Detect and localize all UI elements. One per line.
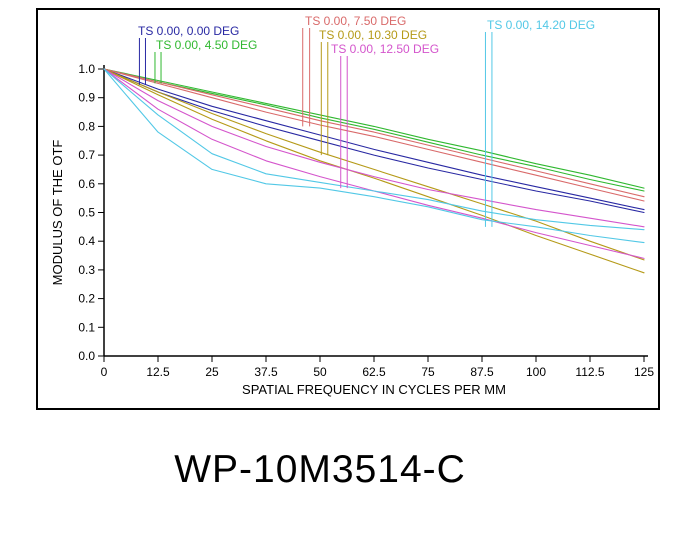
x-axis-title: SPATIAL FREQUENCY IN CYCLES PER MM [242,382,506,397]
y-tick-label: 0.7 [78,148,95,162]
legend-label: TS 0.00, 7.50 DEG [305,14,406,28]
y-tick-label: 0.0 [78,349,95,363]
x-tick-label: 0 [101,365,108,379]
mtf-chart: 0.0 0.1 0.2 0.3 0.4 0.5 0.6 0.7 0.8 0.9 1.0 0 12.5 25… [50,14,654,397]
series-line [103,68,645,198]
x-tick-label: 75 [421,365,435,379]
y-tick-label: 0.1 [78,320,95,334]
drawing-title: WP-10M3514-C [174,448,466,491]
x-tick-label: 62.5 [362,365,386,379]
y-tick-label: 0.4 [78,234,95,248]
legend-label: TS 0.00, 4.50 DEG [156,38,257,52]
x-tick-label: 37.5 [254,365,278,379]
y-tick-label: 1.0 [78,62,95,76]
series-line [103,68,645,231]
y-tick-label: 0.2 [78,292,95,306]
legend-label: TS 0.00, 14.20 DEG [487,18,595,32]
x-tick-label: 112.5 [575,365,604,379]
series-line [103,68,645,228]
x-tick-label: 50 [313,365,327,379]
y-tick-label: 0.5 [78,206,95,220]
x-tick-label: 125 [634,365,654,379]
x-tick-label: 12.5 [146,365,170,379]
chart-frame: 0.0 0.1 0.2 0.3 0.4 0.5 0.6 0.7 0.8 0.9 1.0 0 12.5 25… [36,8,660,410]
series-line [103,68,645,244]
y-axis-title: MODULUS OF THE OTF [50,140,65,286]
series-line [103,68,645,189]
legend-label: TS 0.00, 12.50 DEG [331,42,439,56]
y-tick-label: 0.3 [78,263,95,277]
series-line [103,68,645,274]
series-line [103,68,645,214]
series-line [103,68,645,261]
y-tick-label: 0.9 [78,91,95,105]
y-tick-label: 0.6 [78,177,95,191]
legend-label: TS 0.00, 10.30 DEG [319,28,427,42]
series-line [103,68,645,192]
x-tick-label: 25 [205,365,219,379]
x-tick-label: 87.5 [470,365,494,379]
series-line [103,68,645,211]
x-tick-label: 100 [526,365,546,379]
y-tick-label: 0.8 [78,119,95,133]
legend-label: TS 0.00, 0.00 DEG [138,24,239,38]
series-line [103,68,645,202]
